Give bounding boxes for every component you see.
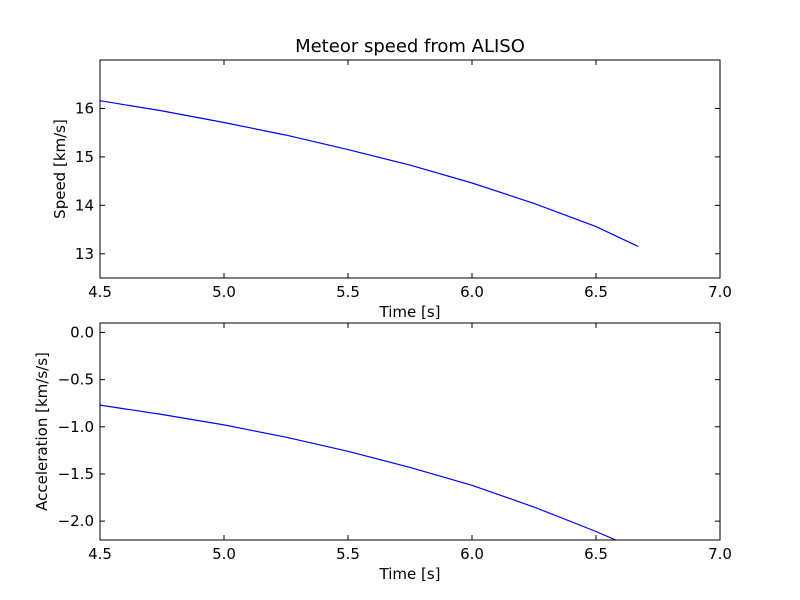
accel-axes-frame [99,322,721,541]
accel-series-line-0 [100,404,617,540]
accel-y-tick-label: −0.5 [58,371,94,389]
speed-y-tick-label: 13 [75,245,94,263]
accel-x-tick-label: 5.0 [212,545,236,563]
speed-series-line-0 [100,100,639,248]
accel-y-tick-label: 0.0 [70,323,94,341]
accel-x-axis-label: Time [s] [379,565,441,583]
speed-x-tick-label: 6.0 [460,283,484,301]
speed-x-tick-label: 5.5 [336,283,360,301]
accel-y-tick-label: −1.0 [58,418,94,436]
speed-axes-frame [99,59,721,279]
accel-x-tick-label: 5.5 [336,545,360,563]
speed-x-tick-label: 4.5 [88,283,112,301]
accel-y-tick-label: −1.5 [58,465,94,483]
accel-x-tick-label: 6.0 [460,545,484,563]
accel-y-tick-label: −2.0 [58,512,94,530]
accel-chart: 4.5 5.0 5.5 6.0 6.5 7.0 0.0 −0.5 −1.0 −1.5 −2.0 Tim… [33,322,732,583]
speed-chart-title: Meteor speed from ALISO [295,36,525,57]
speed-x-tick-label: 6.5 [584,283,608,301]
accel-x-tick-label: 6.5 [584,545,608,563]
accel-x-tick-label: 7.0 [708,545,732,563]
accel-x-tick-label: 4.5 [88,545,112,563]
accel-y-axis-label: Acceleration [km/s/s] [33,352,51,511]
speed-x-axis-label: Time [s] [379,303,441,321]
speed-y-axis-label: Speed [km/s] [51,119,69,219]
speed-x-tick-label: 5.0 [212,283,236,301]
speed-x-tick-label: 7.0 [708,283,732,301]
speed-chart: 4.5 5.0 5.5 6.0 6.5 7.0 13 14 15 16 Time [s] Speed … [51,36,732,321]
speed-y-tick-label: 16 [75,99,94,117]
speed-y-tick-label: 14 [75,196,94,214]
speed-y-tick-label: 15 [75,148,94,166]
